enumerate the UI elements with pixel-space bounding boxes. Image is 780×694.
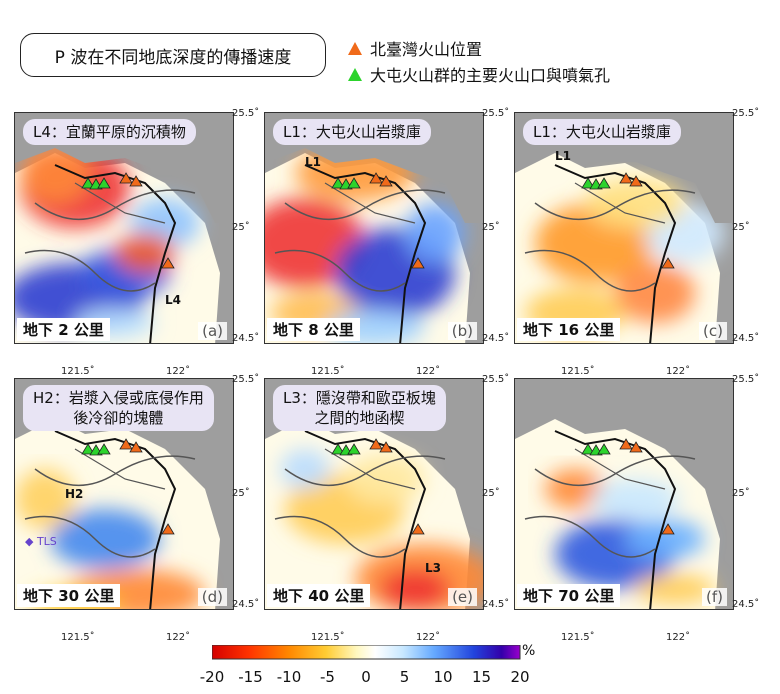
green-triangle-icon [348, 67, 362, 81]
annotation-note: L1：大屯火山岩漿庫 [273, 119, 431, 145]
lon-label: 121.5˚ [561, 632, 595, 643]
lon-label: 122˚ [416, 632, 441, 643]
lat-label: 24.5˚ [482, 599, 510, 610]
colorbar-tick: -5 [320, 668, 335, 686]
feature-marker: L1 [305, 155, 321, 169]
colorbar-tick: 15 [471, 668, 492, 686]
feature-marker: L4 [165, 293, 181, 307]
map-panel-a: L4：宜蘭平原的沉積物 L4 地下 2 公里 (a) [14, 112, 234, 344]
lon-label: 122˚ [666, 632, 691, 643]
lon-label: 122˚ [166, 632, 191, 643]
lon-label: 122˚ [416, 366, 441, 377]
depth-label: 地下 30 公里 [17, 584, 121, 607]
depth-label: 地下 8 公里 [267, 318, 360, 341]
map-panel-f: 地下 70 公里 (f) [514, 378, 734, 610]
lat-label: 25.5˚ [232, 374, 260, 385]
lon-label: 121.5˚ [561, 366, 595, 377]
depth-label: 地下 2 公里 [17, 318, 110, 341]
lat-label: 25.5˚ [232, 108, 260, 119]
colorbar-tick: 10 [433, 668, 453, 686]
feature-marker: L3 [425, 561, 441, 575]
colorbar-unit: % [522, 643, 536, 659]
depth-label: 地下 40 公里 [267, 584, 371, 607]
lat-label: 25.5˚ [732, 108, 760, 119]
annotation-note: H2：岩漿入侵或底侵作用 後冷卻的塊體 [23, 385, 214, 431]
lat-label: 25˚ [482, 222, 500, 233]
tomography-map [265, 113, 483, 343]
legend-orange-label: 北臺灣火山位置 [370, 40, 483, 59]
depth-label: 地下 16 公里 [517, 318, 621, 341]
feature-marker: L1 [555, 149, 571, 163]
depth-label: 地下 70 公里 [517, 584, 621, 607]
feature-marker: H2 [65, 487, 84, 501]
colorbar-tick: 0 [361, 668, 371, 686]
panel-letter: (a) [198, 322, 227, 340]
map-panel-d: H2：岩漿入侵或底侵作用 後冷卻的塊體 H2 ◆ TLS 地下 30 公里 (d) [14, 378, 234, 610]
figure-title: P 波在不同地底深度的傳播速度 [20, 33, 326, 77]
lat-label: 25˚ [732, 222, 750, 233]
panel-letter: (d) [197, 588, 227, 606]
annotation-note: L3：隱沒帶和歐亞板塊 之間的地函楔 [273, 385, 446, 431]
lat-label: 25˚ [732, 488, 750, 499]
legend-volcano: 北臺灣火山位置 [348, 36, 482, 60]
orange-triangle-icon [348, 41, 362, 55]
panel-letter: (e) [448, 588, 477, 606]
map-panel-b: L1：大屯火山岩漿庫 L1 地下 8 公里 (b) [264, 112, 484, 344]
lat-label: 24.5˚ [232, 599, 260, 610]
tomography-map [15, 113, 233, 343]
colorbar [212, 645, 521, 660]
station-label: ◆ TLS [25, 535, 57, 548]
lat-label: 25.5˚ [482, 108, 510, 119]
tomography-map [515, 379, 733, 609]
lat-label: 25.5˚ [482, 374, 510, 385]
lat-label: 25˚ [232, 222, 250, 233]
annotation-note: L1：大屯火山岩漿庫 [523, 119, 681, 145]
lon-label: 122˚ [666, 366, 691, 377]
lon-label: 122˚ [166, 366, 191, 377]
lat-label: 24.5˚ [732, 333, 760, 344]
tomography-map [515, 113, 733, 343]
panel-letter: (c) [699, 322, 727, 340]
map-panel-c: L1：大屯火山岩漿庫 L1 地下 16 公里 (c) [514, 112, 734, 344]
lat-label: 25˚ [232, 488, 250, 499]
legend-crater: 大屯火山群的主要火山口與噴氣孔 [348, 62, 610, 86]
colorbar-tick: 20 [510, 668, 530, 686]
annotation-note: L4：宜蘭平原的沉積物 [23, 119, 196, 145]
lat-label: 25.5˚ [732, 374, 760, 385]
lat-label: 25˚ [482, 488, 500, 499]
lon-label: 121.5˚ [61, 632, 95, 643]
colorbar-tick: -20 [199, 668, 225, 686]
panel-letter: (f) [702, 588, 727, 606]
colorbar-tick: -10 [276, 668, 302, 686]
panel-letter: (b) [447, 322, 477, 340]
map-panel-e: L3：隱沒帶和歐亞板塊 之間的地函楔 L3 地下 40 公里 (e) [264, 378, 484, 610]
legend-green-label: 大屯火山群的主要火山口與噴氣孔 [370, 66, 611, 85]
lon-label: 121.5˚ [61, 366, 95, 377]
lon-label: 121.5˚ [311, 366, 345, 377]
colorbar-tick: 5 [399, 668, 410, 686]
lat-label: 24.5˚ [232, 333, 260, 344]
lat-label: 24.5˚ [732, 599, 760, 610]
lat-label: 24.5˚ [482, 333, 510, 344]
lon-label: 121.5˚ [311, 632, 345, 643]
colorbar-tick: -15 [238, 668, 263, 686]
